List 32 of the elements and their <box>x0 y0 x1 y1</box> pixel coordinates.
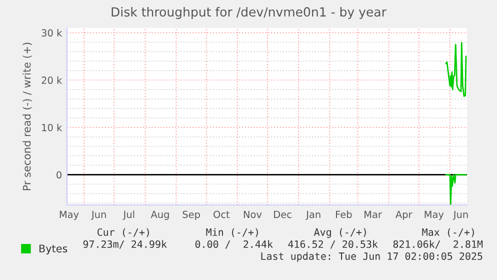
text: Cur (-/+) <box>97 228 149 238</box>
y-tick-label: 20 k <box>42 76 62 84</box>
x-tick-label: Aug <box>150 210 169 220</box>
y-tick-label: 30 k <box>42 29 62 37</box>
x-tick-label: Jun <box>90 210 106 220</box>
text: Last update: Tue Jun 17 02:00:05 2025 <box>261 252 482 262</box>
x-tick-label: Nov <box>244 210 262 218</box>
x-tick-label: Jul <box>122 210 134 220</box>
x-tick-label: May <box>60 210 79 220</box>
x-tick-label: Apr <box>396 210 412 220</box>
x-tick-label: Dec <box>274 210 292 218</box>
x-tick-label: Jan <box>306 210 320 220</box>
x-tick-label: Sep <box>182 210 200 220</box>
y-tick-label: 0 <box>56 171 62 179</box>
x-tick-label: Mar <box>364 210 382 218</box>
text: 821.06k/ 2.81M <box>393 240 483 249</box>
text: Max (-/+) <box>422 228 474 238</box>
text: 97.23m/ 24.99k <box>83 240 167 249</box>
y-tick-label: 10 k <box>42 124 62 132</box>
y-axis-title: Pr second read (-) / write (+) <box>22 42 32 190</box>
text: 0.00 / 2.44k <box>195 240 273 249</box>
line-series <box>445 174 467 205</box>
text: Min (-/+) <box>206 228 258 238</box>
x-tick-label: Feb <box>336 210 352 218</box>
text: 416.52 / 20.53k <box>288 240 378 249</box>
line-series <box>445 42 467 97</box>
x-tick-label: Jun <box>452 210 468 220</box>
legend-label: Bytes <box>39 244 68 254</box>
text: Avg (-/+) <box>314 228 366 238</box>
x-tick-label: May <box>424 210 444 220</box>
x-tick-label: Oct <box>214 210 230 218</box>
chart-title: Disk throughput for /dev/nvme0n1 - by year <box>112 6 386 20</box>
